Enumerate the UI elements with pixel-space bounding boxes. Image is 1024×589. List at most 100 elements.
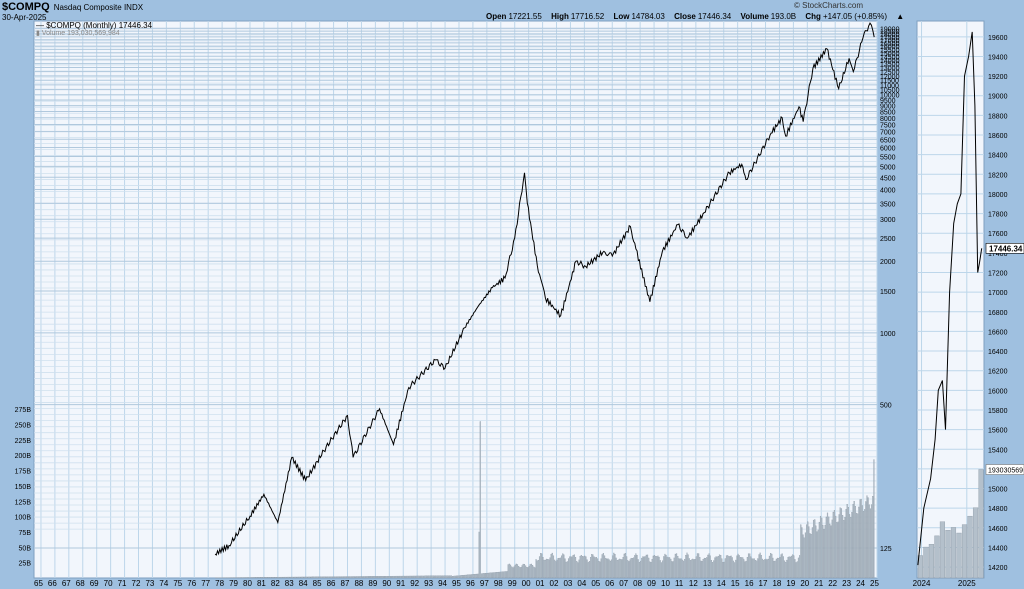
volume-bar: [415, 575, 418, 579]
volume-bar: [675, 553, 678, 579]
volume-bar: [489, 572, 491, 579]
volume-bar: [534, 567, 536, 579]
volume-bar: [483, 573, 485, 579]
volume-bar: [649, 561, 651, 579]
volume-bar: [466, 574, 469, 579]
volume-bar: [412, 575, 414, 579]
volume-bar: [293, 576, 296, 579]
volume-bar: [451, 576, 454, 579]
volume-bar: [727, 555, 729, 579]
volume-bar: [623, 553, 625, 579]
volume-bar: [303, 576, 305, 579]
inset-price-line: [917, 31, 983, 566]
inset-volume-bar: [934, 535, 940, 579]
volume-bar: [369, 576, 371, 579]
volume-bar: [333, 576, 335, 579]
volume-bar: [666, 556, 668, 579]
volume-bar: [531, 564, 534, 579]
volume-bar: [691, 559, 693, 579]
volume-bar: [736, 555, 738, 579]
volume-bar: [500, 571, 502, 579]
volume-bar: [554, 559, 556, 579]
volume-bar: [290, 576, 292, 579]
volume-bar: [815, 525, 817, 579]
volume-bar: [655, 556, 657, 579]
y-tick-label: 17000: [880, 38, 900, 45]
volume-bar: [486, 572, 488, 579]
volume-bar: [586, 559, 588, 579]
volume-bar: [245, 577, 247, 579]
x-tick-label: 74: [159, 579, 168, 588]
inset-y-tick-label: 18400: [988, 153, 1008, 160]
volume-bar: [829, 523, 831, 579]
inset-y-tick-label: 19200: [988, 74, 1008, 81]
volume-bar: [540, 553, 542, 579]
volume-bar: [689, 560, 692, 579]
x-tick-label: 10: [661, 579, 670, 588]
volume-bar: [595, 557, 598, 579]
legend-volume: ▮ Volume 193,030,569,984: [36, 30, 120, 37]
volume-bar: [699, 557, 701, 579]
volume-bar: [497, 572, 499, 579]
x-tick-label: 84: [299, 579, 308, 588]
volume-bar: [456, 575, 458, 579]
x-tick-label: 91: [396, 579, 405, 588]
x-tick-label: 88: [354, 579, 363, 588]
x-tick-label: 02: [550, 579, 559, 588]
volume-bar: [714, 557, 716, 579]
volume-bar: [561, 555, 563, 579]
volume-bar: [711, 562, 714, 579]
volume-bar: [368, 576, 370, 579]
volume-bar: [833, 510, 836, 579]
volume-bar: [723, 561, 725, 579]
volume-bar: [476, 573, 478, 579]
volume-bar: [869, 508, 872, 579]
volume-bar: [278, 576, 281, 579]
x-tick-label: 12: [689, 579, 698, 588]
volume-bar: [643, 556, 645, 579]
volume-bar: [462, 575, 464, 579]
inset-y-tick-label: 18200: [988, 172, 1008, 179]
volume-bar: [855, 512, 858, 579]
volume-bar: [401, 575, 404, 579]
volume-bar: [470, 574, 472, 579]
volume-bar: [347, 576, 349, 579]
y-tick-label: 2500: [880, 236, 896, 243]
volume-bar: [671, 561, 673, 579]
volume-bar: [558, 557, 560, 579]
volume-bar: [526, 567, 528, 579]
volume-bar: [556, 559, 558, 579]
volume-bar: [865, 501, 867, 579]
volume-bar: [593, 556, 595, 579]
volume-bar: [764, 559, 766, 579]
volume-bar: [349, 576, 351, 579]
volume-bar: [358, 576, 361, 579]
x-tick-label: 66: [48, 579, 57, 588]
volume-bar: [633, 557, 635, 579]
volume-bar: [260, 577, 262, 579]
volume-bar: [785, 562, 787, 579]
volume-bar: [807, 521, 809, 579]
volume-bar: [562, 553, 564, 579]
volume-bar: [434, 575, 436, 579]
inset-y-tick-label: 17600: [988, 231, 1008, 238]
volume-bar: [316, 576, 318, 579]
volume-bar: [268, 577, 270, 579]
volume-bar: [645, 554, 647, 579]
x-tick-label: 99: [508, 579, 517, 588]
volume-bar: [521, 565, 523, 579]
x-tick-label: 67: [62, 579, 71, 588]
x-tick-label: 94: [438, 579, 447, 588]
volume-bar: [812, 519, 815, 579]
volume-bar: [744, 561, 746, 579]
x-tick-label: 71: [118, 579, 127, 588]
volume-bar: [758, 554, 760, 579]
volume-bar: [837, 521, 839, 579]
volume-bar: [795, 562, 797, 579]
volume-bar: [782, 556, 784, 579]
volume-bar: [256, 577, 258, 579]
volume-bar: [626, 556, 628, 579]
volume-bar: [717, 556, 719, 579]
volume-bar: [584, 555, 586, 579]
volume-bar: [822, 524, 824, 579]
